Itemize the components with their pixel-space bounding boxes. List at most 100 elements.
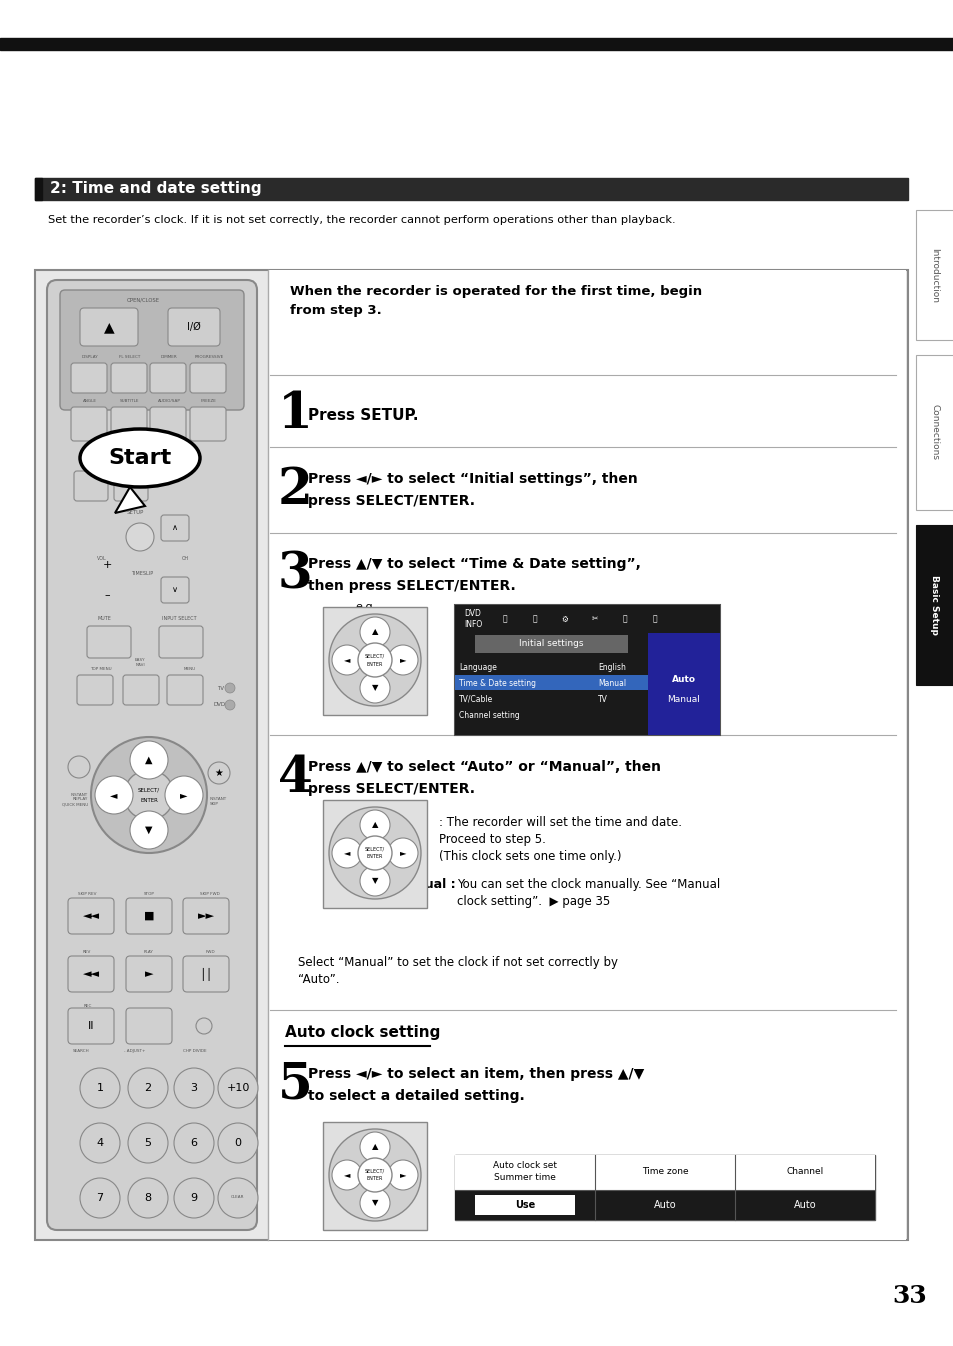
Text: DISPLAY: DISPLAY [82, 355, 98, 359]
Circle shape [128, 1178, 168, 1218]
Text: INSTANT
REPLAY
QUICK MENU: INSTANT REPLAY QUICK MENU [62, 793, 88, 806]
Text: AUDIO/SAP: AUDIO/SAP [157, 398, 180, 402]
FancyBboxPatch shape [183, 956, 229, 992]
Text: ENTER: ENTER [366, 661, 383, 666]
Text: PLAY: PLAY [144, 950, 153, 954]
Circle shape [218, 1123, 257, 1163]
Text: Manual: Manual [598, 678, 625, 688]
Circle shape [68, 756, 90, 778]
Text: MUTE: MUTE [97, 616, 111, 621]
FancyBboxPatch shape [47, 280, 256, 1230]
Text: ◄: ◄ [343, 1171, 350, 1179]
Bar [455, 1155, 874, 1219]
Text: Summer time: Summer time [494, 1174, 556, 1183]
Circle shape [225, 682, 234, 693]
Text: ▼: ▼ [145, 825, 152, 835]
FancyBboxPatch shape [87, 626, 131, 658]
FancyBboxPatch shape [126, 956, 172, 992]
Text: SEARCH: SEARCH [72, 1049, 90, 1053]
Circle shape [357, 836, 392, 870]
Text: 5: 5 [277, 1061, 313, 1109]
Text: ►►: ►► [197, 911, 214, 921]
Text: 5: 5 [144, 1137, 152, 1148]
Circle shape [329, 614, 420, 707]
Circle shape [359, 810, 390, 840]
Text: REMAIN: REMAIN [87, 468, 107, 472]
FancyBboxPatch shape [111, 406, 147, 441]
Text: Initial settings: Initial settings [518, 639, 583, 649]
Text: +: + [102, 560, 112, 569]
Circle shape [128, 1067, 168, 1108]
Text: ■: ■ [144, 911, 154, 921]
Text: ★: ★ [214, 769, 223, 778]
Text: Auto clock setting: Auto clock setting [285, 1026, 440, 1040]
Text: 1: 1 [277, 390, 313, 440]
Text: TIMESLIP: TIMESLIP [131, 571, 152, 576]
FancyBboxPatch shape [71, 406, 107, 441]
Circle shape [218, 1067, 257, 1108]
Circle shape [173, 1067, 213, 1108]
Text: II: II [88, 1022, 94, 1031]
Text: ✂: ✂ [591, 615, 598, 623]
Text: SKIP FWD: SKIP FWD [200, 892, 219, 896]
Text: ►: ► [145, 969, 153, 979]
Circle shape [388, 645, 417, 674]
Text: ││: ││ [199, 968, 213, 980]
Text: EASY
NAVI: EASY NAVI [134, 658, 145, 668]
Circle shape [130, 812, 168, 849]
Circle shape [359, 865, 390, 896]
Text: 8: 8 [144, 1193, 152, 1203]
Bar [455, 633, 647, 735]
Text: ▲: ▲ [372, 627, 377, 637]
Circle shape [225, 700, 234, 709]
Circle shape [124, 770, 173, 820]
FancyBboxPatch shape [111, 363, 147, 393]
Text: Introduction: Introduction [929, 248, 939, 303]
Text: (This clock sets one time only.): (This clock sets one time only.) [438, 851, 620, 863]
Text: Proceed to step 5.: Proceed to step 5. [438, 833, 545, 847]
Text: Language: Language [458, 662, 497, 672]
Circle shape [195, 1018, 212, 1034]
FancyBboxPatch shape [60, 289, 244, 411]
Text: 3: 3 [277, 551, 313, 599]
FancyBboxPatch shape [150, 406, 186, 441]
Bar [323, 1123, 427, 1230]
Text: - ADJUST+: - ADJUST+ [124, 1049, 146, 1053]
Bar [268, 271, 905, 1240]
Circle shape [80, 1178, 120, 1218]
FancyBboxPatch shape [183, 898, 229, 934]
Text: Set the recorder’s clock. If it is not set correctly, the recorder cannot perfor: Set the recorder’s clock. If it is not s… [48, 215, 675, 225]
Text: 📅: 📅 [652, 615, 657, 623]
Text: : The recorder will set the time and date.: : The recorder will set the time and dat… [438, 816, 681, 829]
Circle shape [388, 839, 417, 868]
Circle shape [95, 777, 132, 814]
FancyBboxPatch shape [159, 626, 203, 658]
Text: ►: ► [399, 656, 406, 665]
Bar [647, 633, 720, 735]
Text: Auto clock set: Auto clock set [493, 1160, 557, 1170]
Text: ∧: ∧ [172, 524, 178, 533]
FancyBboxPatch shape [68, 898, 113, 934]
Circle shape [388, 1160, 417, 1190]
Text: ▼: ▼ [372, 684, 377, 692]
Text: Connections: Connections [929, 405, 939, 460]
Circle shape [359, 673, 390, 703]
Text: ►: ► [399, 1171, 406, 1179]
Text: ◄: ◄ [343, 656, 350, 665]
Text: Auto: Auto [671, 676, 696, 685]
Bar [915, 525, 953, 685]
Text: ▼: ▼ [372, 1198, 377, 1207]
FancyBboxPatch shape [113, 471, 148, 501]
Ellipse shape [80, 429, 200, 487]
Text: R: R [147, 468, 151, 472]
Bar [455, 1155, 874, 1190]
Circle shape [130, 742, 168, 779]
Text: Press SETUP.: Press SETUP. [308, 408, 418, 423]
Text: 4: 4 [277, 754, 313, 802]
Circle shape [359, 616, 390, 647]
Text: press SELECT/ENTER.: press SELECT/ENTER. [308, 782, 475, 795]
FancyBboxPatch shape [126, 1008, 172, 1044]
Text: PROGRESSIVE: PROGRESSIVE [194, 355, 223, 359]
Text: Press ◄/► to select an item, then press ▲/▼: Press ◄/► to select an item, then press … [308, 1067, 643, 1081]
Text: FWD: FWD [205, 950, 214, 954]
